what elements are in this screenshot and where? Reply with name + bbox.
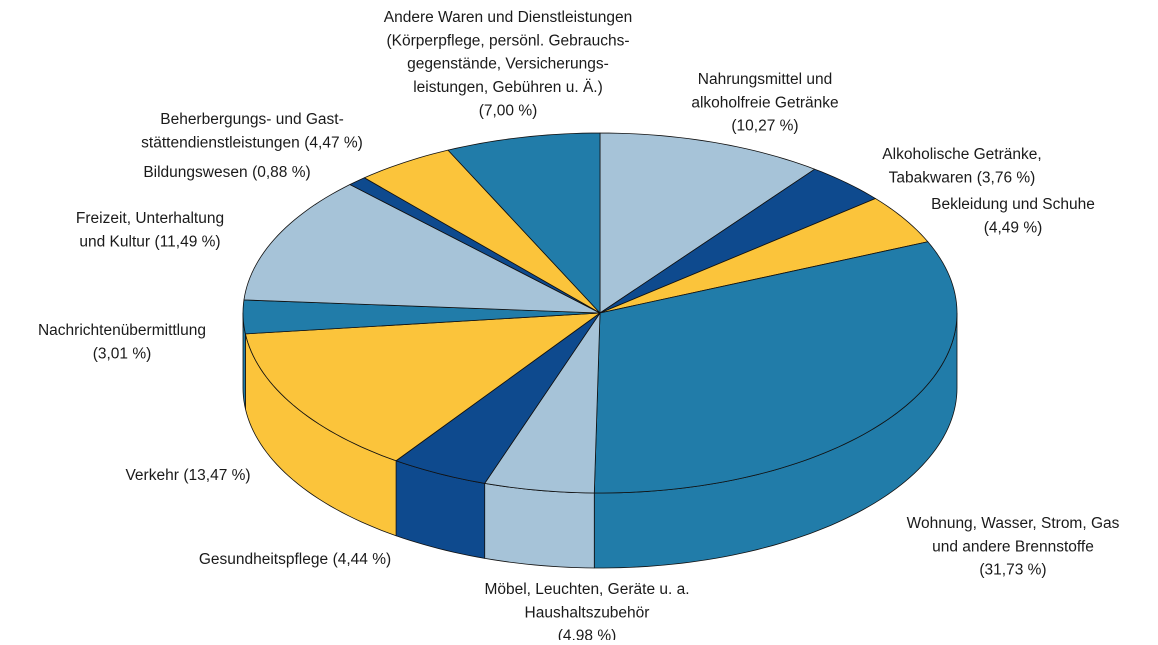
value-label: (3,76 %) [977, 169, 1036, 186]
value-label: (4,49 %) [984, 219, 1043, 236]
slice [484, 312, 601, 494]
slice [599, 132, 816, 314]
value-label: (13,47 %) [183, 467, 250, 484]
slice [364, 149, 601, 314]
value-label: (4,98 %) [558, 628, 617, 640]
slice-side [484, 482, 595, 569]
slice-label: Bekleidung und Schuhe [931, 196, 1095, 213]
slice [245, 312, 601, 462]
value-label: (3,01 %) [93, 345, 152, 362]
value-label: (10,27 %) [731, 118, 798, 135]
value-label: (31,73 %) [979, 562, 1046, 579]
slice-label: Andere Waren und Dienstleistungen (Körper… [384, 9, 632, 96]
slice [599, 198, 929, 314]
slice-label: Verkehr [125, 467, 178, 484]
slice [395, 312, 601, 484]
slice [599, 168, 876, 314]
slice-label: Nahrungsmittel und alkoholfreie Getränke [691, 71, 838, 111]
pie-sides [242, 312, 958, 569]
value-label: (7,00 %) [479, 102, 538, 119]
slice [447, 132, 601, 314]
pie-top [242, 132, 958, 494]
slice-label: Wohnung, Wasser, Strom, Gas und andere Br… [907, 515, 1120, 555]
slice-label: Gesundheitspflege [199, 551, 328, 568]
slice-label: Beherbergungs- und Gast-stättendienstlei… [141, 111, 344, 151]
value-label: (0,88 %) [252, 164, 311, 181]
value-label: (4,47 %) [304, 134, 363, 151]
slice [243, 184, 601, 314]
slice-label: Bildungswesen [143, 164, 247, 181]
slice-label: Nachrichtenübermittlung [38, 322, 206, 339]
value-label: (4,44 %) [333, 551, 392, 568]
slice [242, 299, 601, 335]
slice [593, 241, 958, 494]
value-label: (11,49 %) [155, 233, 221, 250]
slice-label: Möbel, Leuchten, Geräte u. a. Haushaltszu… [484, 581, 689, 621]
slice-label: Alkoholische Getränke, Tabakwaren [882, 146, 1041, 186]
slice-label: Freizeit, Unterhaltung und Kultur [76, 210, 224, 250]
